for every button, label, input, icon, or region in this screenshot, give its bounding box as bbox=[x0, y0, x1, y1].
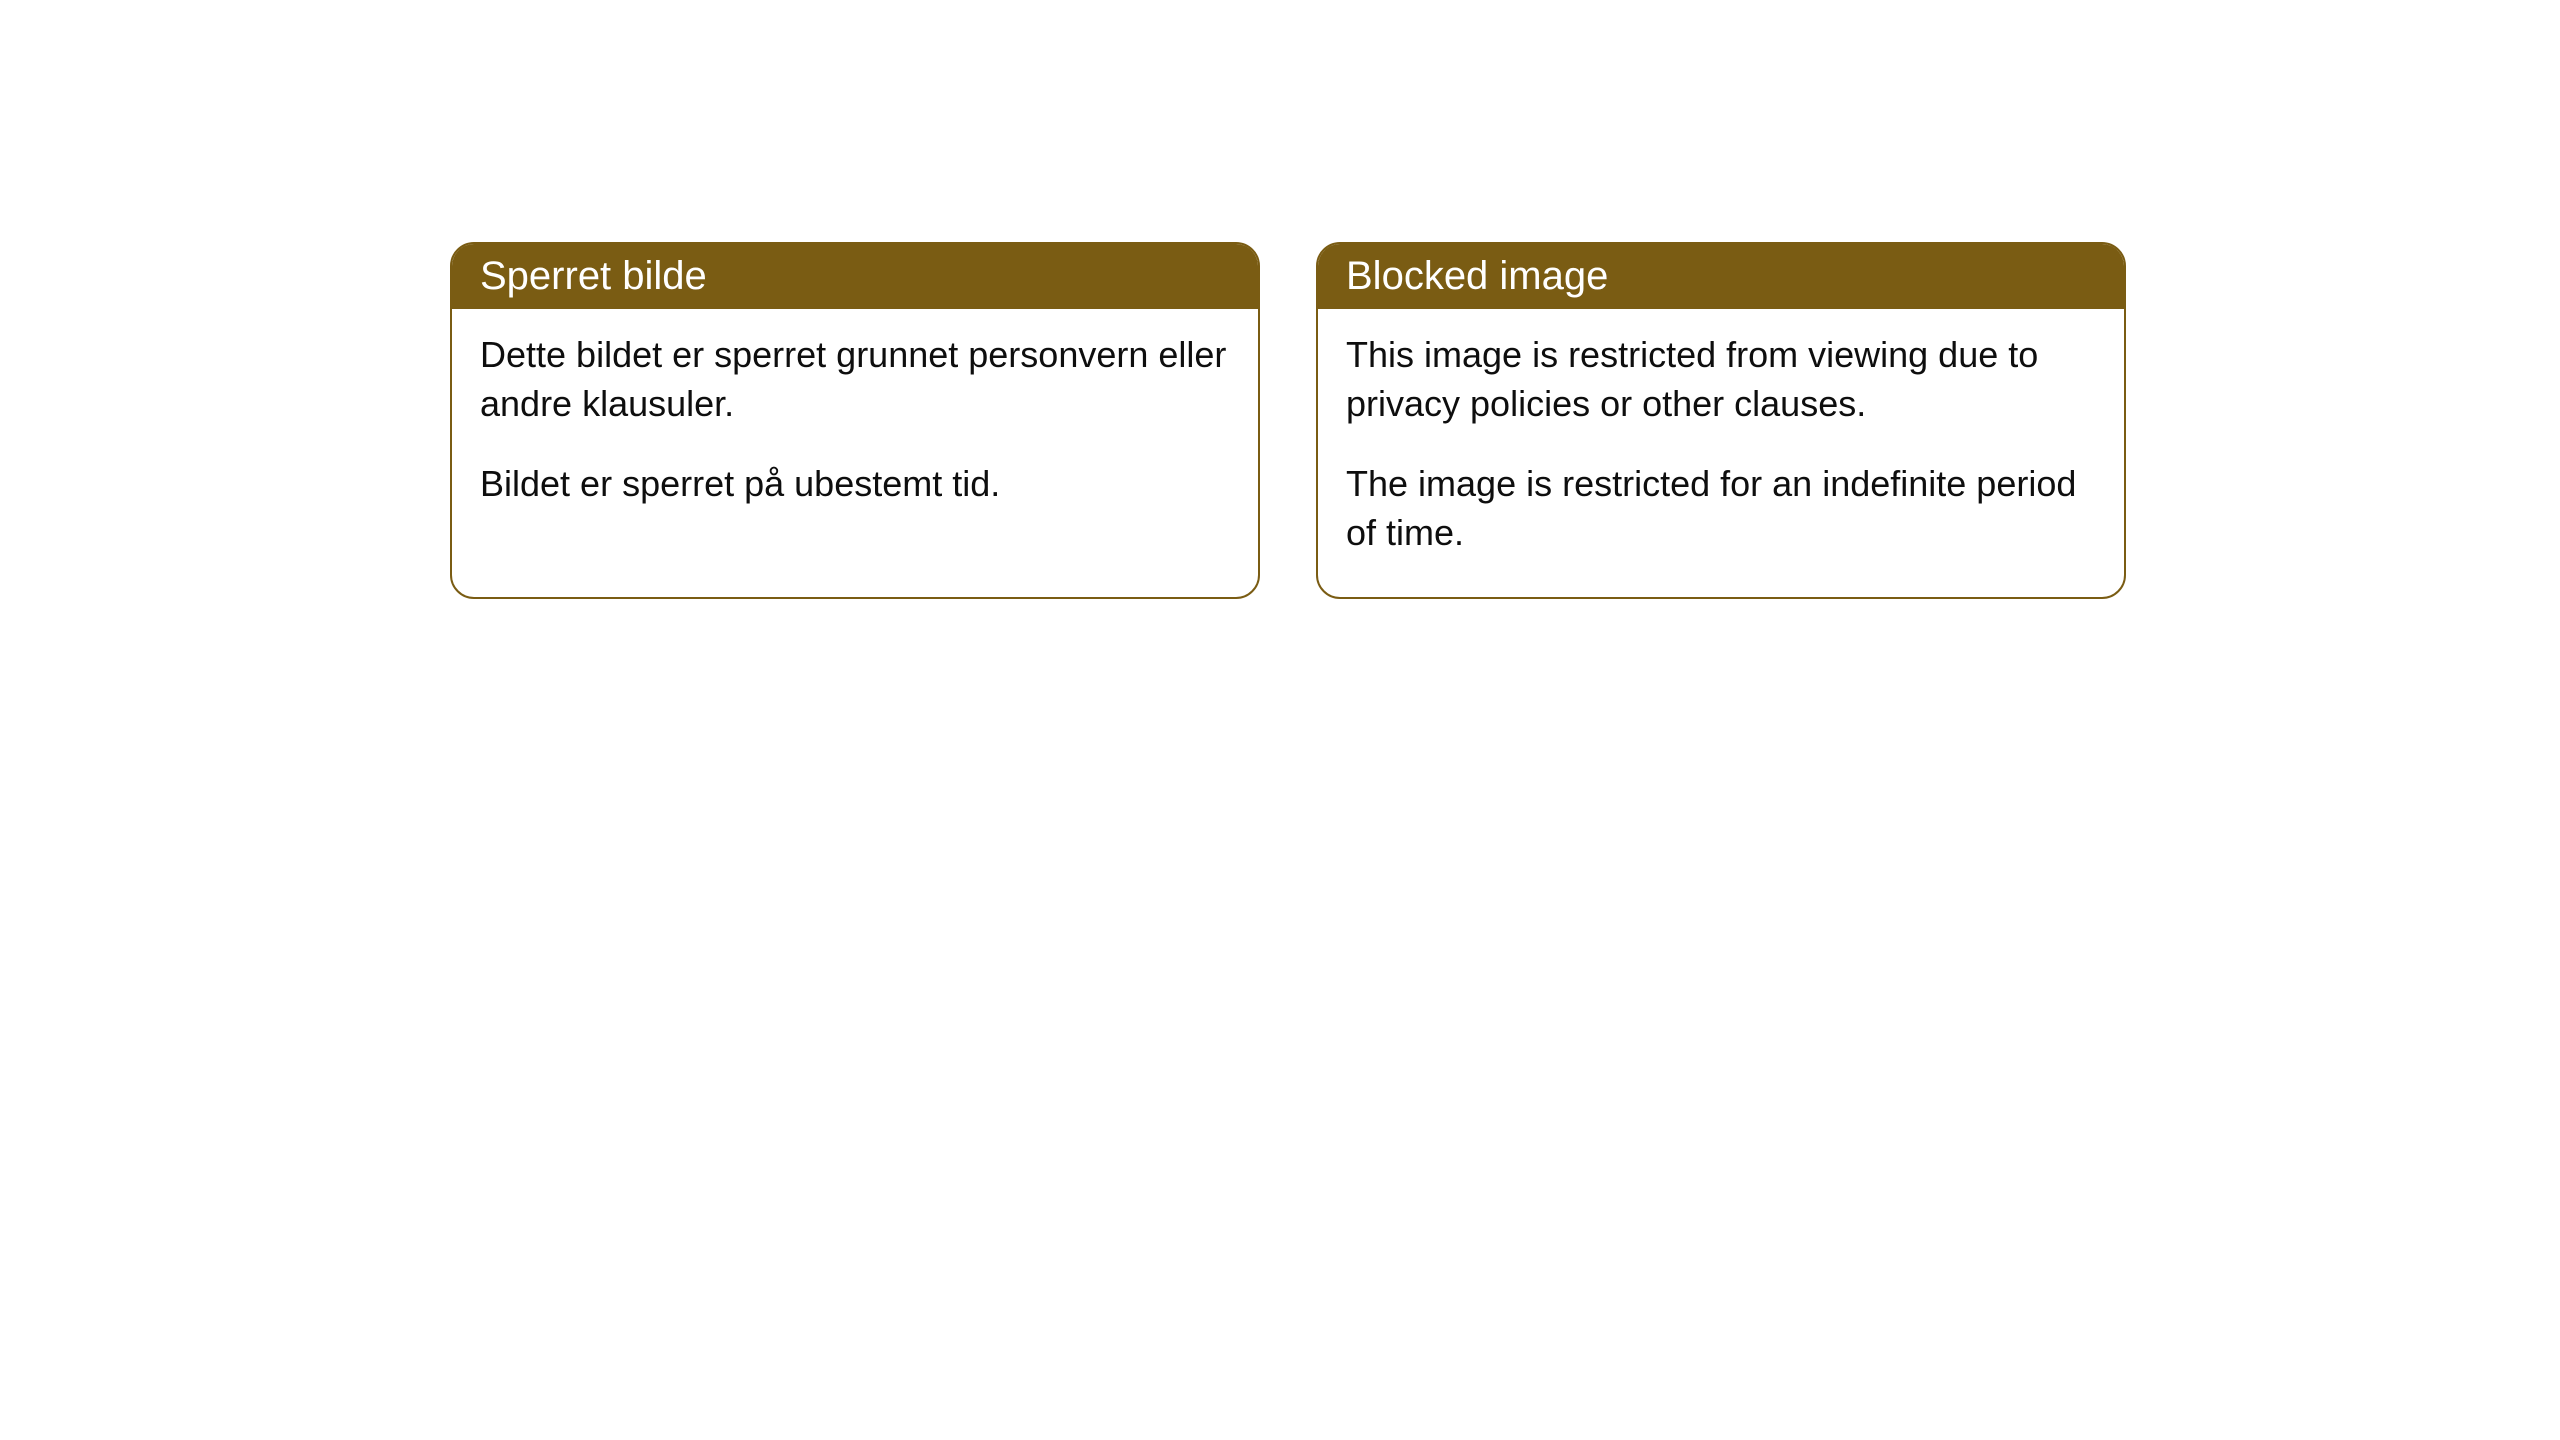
blocked-image-card-english: Blocked image This image is restricted f… bbox=[1316, 242, 2126, 599]
card-paragraph-2-norwegian: Bildet er sperret på ubestemt tid. bbox=[480, 460, 1230, 509]
card-paragraph-1-english: This image is restricted from viewing du… bbox=[1346, 331, 2096, 428]
card-title-english: Blocked image bbox=[1318, 244, 2124, 309]
card-paragraph-1-norwegian: Dette bildet er sperret grunnet personve… bbox=[480, 331, 1230, 428]
card-body-norwegian: Dette bildet er sperret grunnet personve… bbox=[452, 309, 1258, 549]
card-paragraph-2-english: The image is restricted for an indefinit… bbox=[1346, 460, 2096, 557]
notice-container: Sperret bilde Dette bildet er sperret gr… bbox=[0, 0, 2560, 599]
blocked-image-card-norwegian: Sperret bilde Dette bildet er sperret gr… bbox=[450, 242, 1260, 599]
card-body-english: This image is restricted from viewing du… bbox=[1318, 309, 2124, 597]
card-title-norwegian: Sperret bilde bbox=[452, 244, 1258, 309]
